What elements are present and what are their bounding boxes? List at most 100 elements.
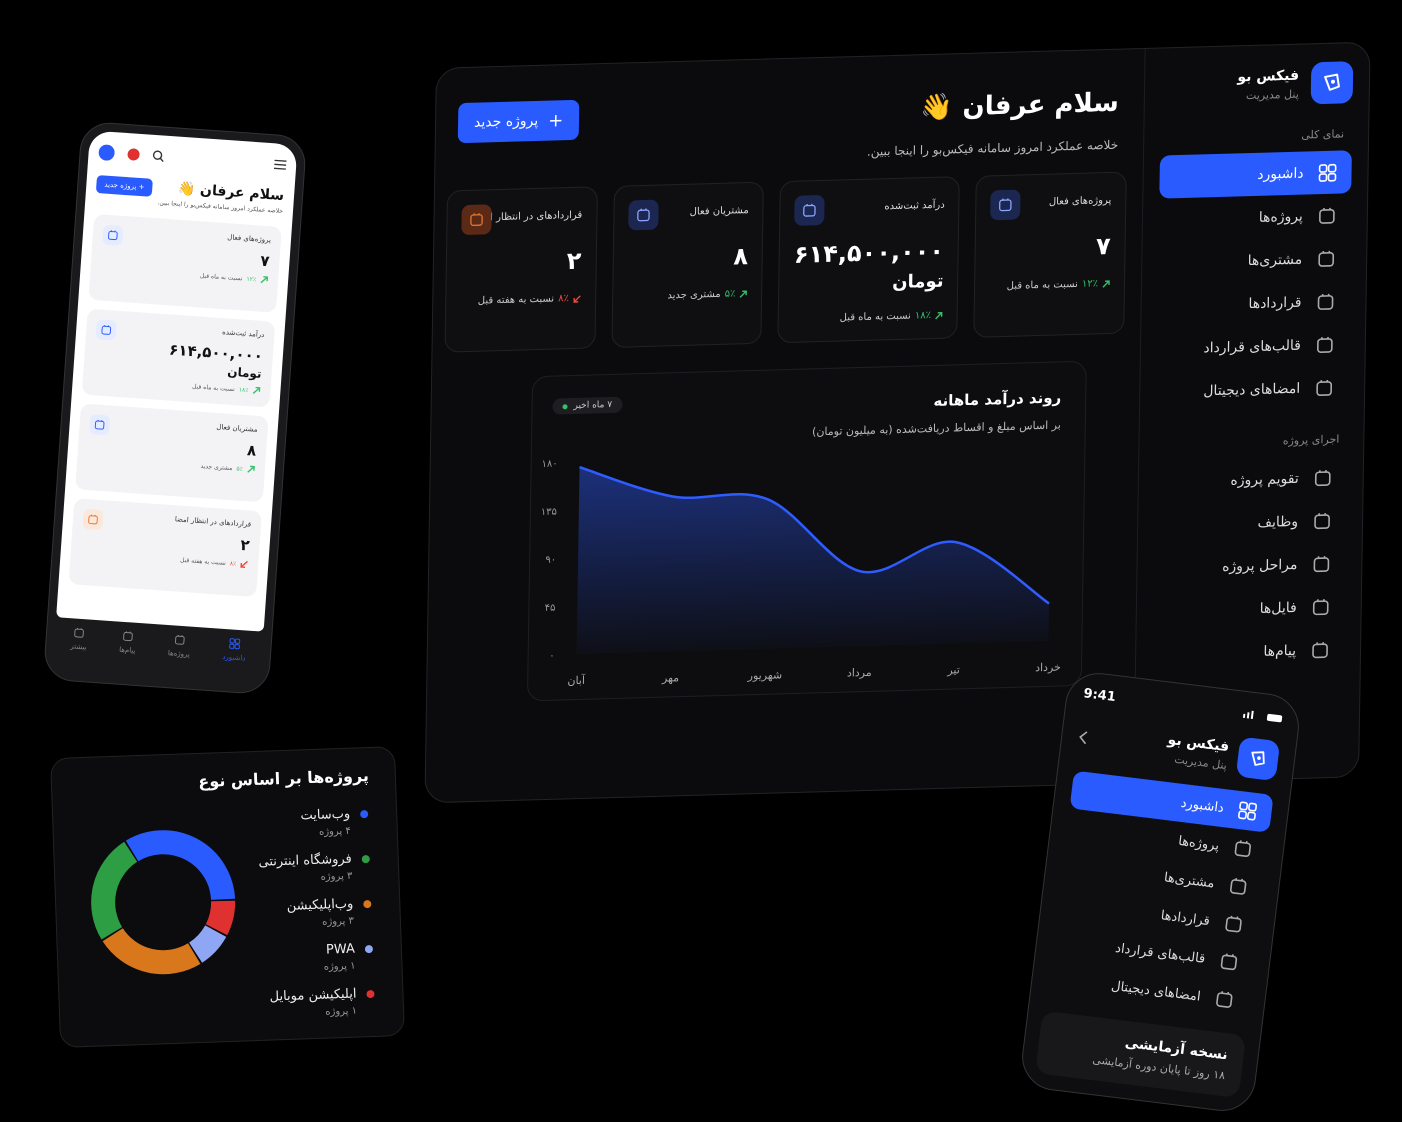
donut-segment xyxy=(205,900,236,936)
legend-name: وب‌اپلیکیشن xyxy=(286,896,354,914)
nav-label: داشبورد xyxy=(1180,795,1225,816)
nav-item[interactable]: پیام‌ها xyxy=(1152,628,1345,676)
stat-card: قراردادهای در انتظار امضا ۲ ۸٪ نسبت به هفته… xyxy=(68,498,263,598)
mobile-nav-item[interactable]: پیام‌ها xyxy=(119,630,137,655)
legend-item: اپلیکیشن موبایل ۱ پروژه xyxy=(204,986,375,1037)
legend-count: ۱ پروژه xyxy=(325,1005,358,1018)
legend-count: ۱ پروژه xyxy=(323,960,356,973)
nav-item[interactable]: پروژه‌ها xyxy=(1065,808,1269,870)
icon xyxy=(1317,336,1333,353)
time: 9:41 xyxy=(1082,686,1117,706)
icon-part xyxy=(1318,172,1328,182)
nav-item[interactable]: مشتری‌ها xyxy=(1060,846,1264,908)
change-note: نسبت به ماه قبل xyxy=(191,382,236,393)
nav-item[interactable]: قالب‌های قرارداد xyxy=(1157,322,1350,370)
legend-dot xyxy=(361,854,370,863)
back-chevron[interactable] xyxy=(1077,730,1089,745)
mobile-nav-label: پیام‌ها xyxy=(118,645,136,655)
icon-part xyxy=(1312,642,1328,658)
icon-part xyxy=(94,420,105,430)
icon-part xyxy=(1239,801,1249,811)
phone-logo xyxy=(1235,736,1281,782)
icon xyxy=(1318,250,1335,267)
nav-label: پیام‌ها xyxy=(1263,642,1297,660)
legend-dot xyxy=(364,944,374,953)
area-fill xyxy=(576,467,1050,655)
legend: وب‌سایت ۴ پروژه فروشگاه اینترنتی ۳ پروژه وب‌… xyxy=(198,806,376,1037)
nav-item[interactable]: فایل‌ها xyxy=(1152,585,1345,633)
mobile-nav-item[interactable]: پروژه‌ها xyxy=(168,633,192,659)
legend-item: وب‌سایت ۴ پروژه xyxy=(198,806,369,857)
nav-label: امضاهای دیجیتال xyxy=(1110,978,1202,1005)
nav-item[interactable]: قالب‌های قرارداد xyxy=(1051,921,1255,983)
nav-label: قالب‌های قرارداد xyxy=(1114,940,1207,967)
mobile-new-project[interactable]: + پروژه جدید xyxy=(95,174,154,197)
nav-item[interactable]: امضاهای دیجیتال xyxy=(1046,959,1250,1021)
stat-label: پروژه‌های فعال xyxy=(227,233,272,245)
stat-change: ۵٪ مشتری جدید xyxy=(627,288,748,302)
stat-card: درآمد ثبت‌شده ۶۱۴,۵۰۰,۰۰۰ تومان ۱۸٪ نسبت به … xyxy=(777,176,961,344)
icon-part xyxy=(229,643,235,649)
stat-change: ۱۸٪ نسبت به ماه قبل xyxy=(93,375,261,395)
sidebar: فیکس بو پنل مدیریت نمای کلی داشبورد پروژه‌ه… xyxy=(1133,42,1370,783)
phone-menu: 9:41 فیکس بو پنل مدیریت داشبورد پروژه‌ها مش… xyxy=(1018,669,1303,1115)
mobile-cards: پروژه‌های فعال ۷ ۱۲٪ نسبت به ماه قبل درآمد ث… xyxy=(68,213,282,598)
nav-label: پروژه‌ها xyxy=(1177,833,1220,854)
mobile-screen: سلام عرفان 👋 خلاصه عملکرد امروز سامانه فی… xyxy=(56,130,298,632)
nav-item[interactable]: امضاهای دیجیتال xyxy=(1156,365,1349,413)
icon-part xyxy=(88,515,98,525)
icon xyxy=(1314,469,1331,486)
stat-card: درآمد ثبت‌شده ۶۱۴,۵۰۰,۰۰۰ تومان ۱۸٪ نسبت به … xyxy=(81,308,276,408)
trend-arrow xyxy=(260,276,269,284)
nav-label: قراردادها xyxy=(1159,907,1211,929)
arrow-path xyxy=(260,276,269,284)
stat-change: ۵٪ مشتری جدید xyxy=(87,454,255,474)
trend-arrow xyxy=(252,386,261,394)
mobile-nav-item[interactable]: بیشتر xyxy=(70,626,88,651)
section-title: نمای کلی xyxy=(1301,127,1345,142)
icon-part xyxy=(1314,513,1330,529)
arrow-path xyxy=(935,311,943,319)
new-project-button[interactable]: + پروژه جدید xyxy=(457,99,580,144)
legend-count: ۴ پروژه xyxy=(318,825,351,838)
main: + پروژه جدید سلام عرفان 👋 خلاصه عملکرد امر… xyxy=(425,49,1144,802)
icon-part xyxy=(1327,172,1337,182)
nav-item[interactable]: قراردادها xyxy=(1056,884,1260,946)
stat-icon xyxy=(82,508,104,531)
stat-card: پروژه‌های فعال ۷ ۱۲٪ نسبت به ماه قبل xyxy=(973,171,1127,338)
icon-part xyxy=(999,199,1012,212)
nav-item[interactable]: وظایف xyxy=(1154,498,1347,546)
donut-segment xyxy=(91,841,138,940)
nav-item[interactable]: داشبورد xyxy=(1159,150,1352,199)
arrow-path xyxy=(1102,279,1110,288)
stat-change: ۸٪ نسبت به هفته قبل xyxy=(80,549,248,569)
nav-item[interactable]: تقویم پروژه xyxy=(1155,455,1348,503)
nav-item[interactable]: قراردادها xyxy=(1157,279,1350,327)
icon-part xyxy=(234,643,241,650)
legend-name-row: وب‌سایت xyxy=(198,806,369,827)
area-chart: ۰ ۴۵ ۹۰ ۱۳۵ ۱۸۰ آبان مهر شهریور مرداد تیر خرداد xyxy=(541,459,1061,688)
y-tick-label: ۱۳۵ xyxy=(541,507,557,518)
nav-item[interactable]: پروژه‌ها xyxy=(1159,193,1352,241)
icon xyxy=(1314,512,1330,529)
stat-change: ۱۸٪ نسبت به ماه قبل xyxy=(793,310,943,325)
mobile-topbar xyxy=(98,141,287,176)
change-note: نسبت به هفته قبل xyxy=(477,293,555,307)
x-tick-label: مهر xyxy=(661,671,679,685)
arrow-path xyxy=(739,289,748,298)
nav-label: پروژه‌ها xyxy=(1258,208,1304,226)
nav-item[interactable]: مراحل پروژه xyxy=(1153,542,1346,590)
change-note: مشتری جدید xyxy=(200,462,233,472)
icon-part xyxy=(1230,879,1247,895)
nav-item[interactable]: مشتری‌ها xyxy=(1158,236,1351,284)
icon xyxy=(1234,840,1252,857)
nav-label: وظایف xyxy=(1257,513,1299,531)
new-project-label: پروژه جدید xyxy=(473,112,539,131)
stat-icon xyxy=(627,199,659,231)
mobile-nav-item[interactable]: داشبورد xyxy=(222,637,247,663)
icon xyxy=(1318,163,1337,182)
nav-item[interactable]: داشبورد xyxy=(1069,770,1274,833)
y-tick-label: ۱۸۰ xyxy=(541,459,557,470)
menu-icon[interactable] xyxy=(273,159,287,170)
